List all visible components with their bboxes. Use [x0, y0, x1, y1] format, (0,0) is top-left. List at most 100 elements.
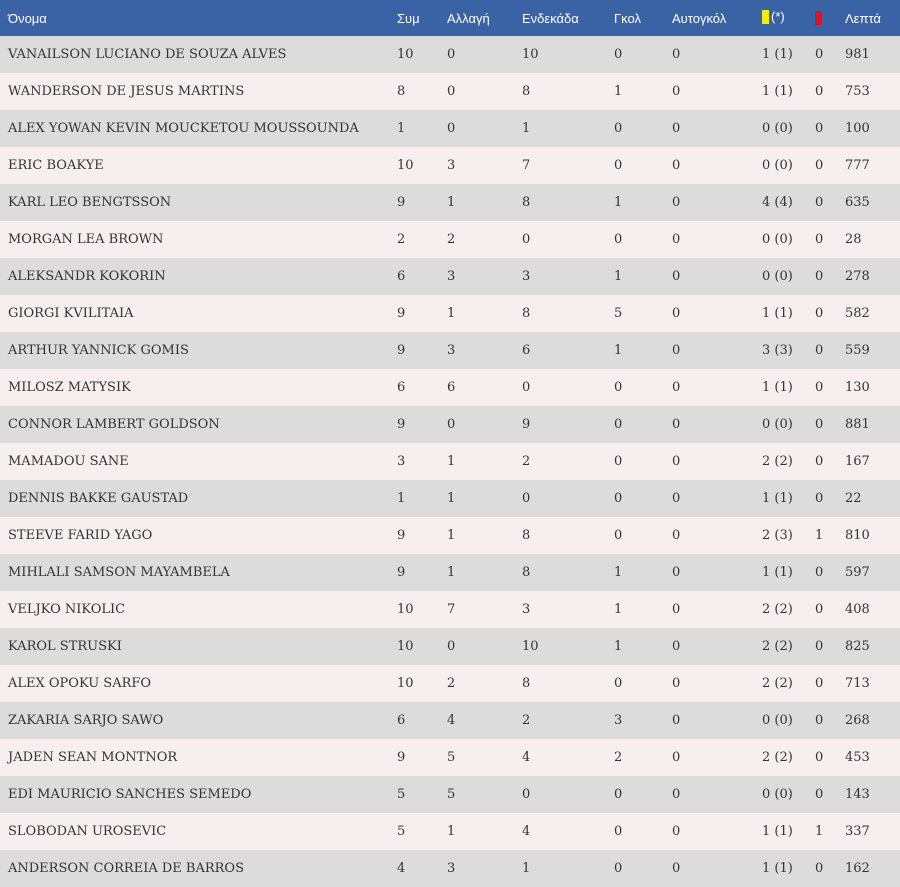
cell-appearances: 10	[389, 147, 439, 184]
cell-player-name: VANAILSON LUCIANO DE SOUZA ALVES	[0, 36, 389, 73]
cell-substitute: 2	[439, 665, 514, 702]
cell-yellow-cards: 2 (3)	[754, 517, 807, 554]
cell-yellow-cards: 0 (0)	[754, 110, 807, 147]
cell-goals: 0	[606, 665, 664, 702]
table-row[interactable]: JADEN SEAN MONTNOR 9 5 4 2 0 2 (2) 0 453	[0, 739, 900, 776]
header-substitute[interactable]: Αλλαγή	[439, 0, 514, 36]
cell-own-goals: 0	[664, 480, 754, 517]
table-row[interactable]: MIHLALI SAMSON MAYAMBELA 9 1 8 1 0 1 (1) 0 597	[0, 554, 900, 591]
table-row[interactable]: KAROL STRUSKI 10 0 10 1 0 2 (2) 0 825	[0, 628, 900, 665]
table-row[interactable]: DENNIS BAKKE GAUSTAD 1 1 0 0 0 1 (1) 0 22	[0, 480, 900, 517]
cell-yellow-cards: 1 (1)	[754, 36, 807, 73]
table-row[interactable]: ARTHUR YANNICK GOMIS 9 3 6 1 0 3 (3) 0 559	[0, 332, 900, 369]
table-row[interactable]: MORGAN LEA BROWN 2 2 0 0 0 0 (0) 0 28	[0, 221, 900, 258]
cell-red-cards: 0	[807, 628, 837, 665]
header-name[interactable]: Όνομα	[0, 0, 389, 36]
table-row[interactable]: EDI MAURICIO SANCHES SEMEDO 5 5 0 0 0 0 (0) 0 14…	[0, 776, 900, 813]
cell-yellow-cards: 0 (0)	[754, 406, 807, 443]
cell-minutes: 777	[837, 147, 900, 184]
cell-own-goals: 0	[664, 147, 754, 184]
cell-appearances: 1	[389, 110, 439, 147]
cell-substitute: 3	[439, 258, 514, 295]
cell-goals: 5	[606, 295, 664, 332]
table-row[interactable]: KARL LEO BENGTSSON 9 1 8 1 0 4 (4) 0 635	[0, 184, 900, 221]
cell-own-goals: 0	[664, 221, 754, 258]
cell-red-cards: 0	[807, 776, 837, 813]
table-row[interactable]: MAMADOU SANE 3 1 2 0 0 2 (2) 0 167	[0, 443, 900, 480]
cell-starting: 10	[514, 628, 606, 665]
table-row[interactable]: ALEX YOWAN KEVIN MOUCKETOU MOUSSOUNDA 1 0 1…	[0, 110, 900, 147]
table-row[interactable]: ALEKSANDR KOKORIN 6 3 3 1 0 0 (0) 0 278	[0, 258, 900, 295]
table-row[interactable]: ALEX OPOKU SARFO 10 2 8 0 0 2 (2) 0 713	[0, 665, 900, 702]
cell-own-goals: 0	[664, 369, 754, 406]
cell-substitute: 0	[439, 110, 514, 147]
table-row[interactable]: ZAKARIA SARJO SAWO 6 4 2 3 0 0 (0) 0 268	[0, 702, 900, 739]
cell-player-name: ALEKSANDR KOKORIN	[0, 258, 389, 295]
cell-player-name: CONNOR LAMBERT GOLDSON	[0, 406, 389, 443]
cell-player-name: KAROL STRUSKI	[0, 628, 389, 665]
cell-goals: 0	[606, 443, 664, 480]
cell-yellow-cards: 1 (1)	[754, 369, 807, 406]
cell-yellow-cards: 3 (3)	[754, 332, 807, 369]
cell-substitute: 3	[439, 850, 514, 887]
cell-appearances: 10	[389, 36, 439, 73]
cell-minutes: 22	[837, 480, 900, 517]
cell-yellow-cards: 0 (0)	[754, 702, 807, 739]
header-appearances[interactable]: Συμ	[389, 0, 439, 36]
cell-minutes: 337	[837, 813, 900, 850]
table-row[interactable]: STEEVE FARID YAGO 9 1 8 0 0 2 (3) 1 810	[0, 517, 900, 554]
cell-red-cards: 0	[807, 332, 837, 369]
cell-starting: 8	[514, 184, 606, 221]
cell-own-goals: 0	[664, 628, 754, 665]
cell-substitute: 2	[439, 221, 514, 258]
cell-own-goals: 0	[664, 36, 754, 73]
table-row[interactable]: ANDERSON CORREIA DE BARROS 4 3 1 0 0 1 (1) 0 162	[0, 850, 900, 887]
cell-player-name: MILOSZ MATYSIK	[0, 369, 389, 406]
cell-substitute: 1	[439, 517, 514, 554]
table-row[interactable]: VELJKO NIKOLIC 10 7 3 1 0 2 (2) 0 408	[0, 591, 900, 628]
cell-own-goals: 0	[664, 813, 754, 850]
header-goals[interactable]: Γκολ	[606, 0, 664, 36]
cell-appearances: 3	[389, 443, 439, 480]
cell-red-cards: 0	[807, 591, 837, 628]
cell-player-name: ERIC BOAKYE	[0, 147, 389, 184]
cell-minutes: 881	[837, 406, 900, 443]
cell-yellow-cards: 0 (0)	[754, 147, 807, 184]
header-yellow-suffix: (*)	[771, 9, 785, 25]
cell-red-cards: 1	[807, 813, 837, 850]
cell-red-cards: 0	[807, 406, 837, 443]
cell-starting: 0	[514, 480, 606, 517]
table-row[interactable]: MILOSZ MATYSIK 6 6 0 0 0 1 (1) 0 130	[0, 369, 900, 406]
cell-minutes: 559	[837, 332, 900, 369]
cell-minutes: 713	[837, 665, 900, 702]
cell-own-goals: 0	[664, 73, 754, 110]
header-starting[interactable]: Ενδεκάδα	[514, 0, 606, 36]
header-yellow-cards[interactable]: (*)	[754, 0, 807, 36]
cell-goals: 1	[606, 591, 664, 628]
cell-starting: 1	[514, 110, 606, 147]
table-row[interactable]: CONNOR LAMBERT GOLDSON 9 0 9 0 0 0 (0) 0 881	[0, 406, 900, 443]
table-row[interactable]: SLOBODAN UROSEVIC 5 1 4 0 0 1 (1) 1 337	[0, 813, 900, 850]
cell-goals: 0	[606, 776, 664, 813]
table-row[interactable]: GIORGI KVILITAIA 9 1 8 5 0 1 (1) 0 582	[0, 295, 900, 332]
cell-minutes: 582	[837, 295, 900, 332]
header-minutes[interactable]: Λεπτά	[837, 0, 900, 36]
cell-starting: 8	[514, 73, 606, 110]
cell-goals: 0	[606, 147, 664, 184]
table-row[interactable]: ERIC BOAKYE 10 3 7 0 0 0 (0) 0 777	[0, 147, 900, 184]
cell-yellow-cards: 2 (2)	[754, 443, 807, 480]
cell-yellow-cards: 0 (0)	[754, 776, 807, 813]
cell-starting: 3	[514, 258, 606, 295]
cell-minutes: 278	[837, 258, 900, 295]
cell-appearances: 8	[389, 73, 439, 110]
cell-player-name: ARTHUR YANNICK GOMIS	[0, 332, 389, 369]
cell-player-name: WANDERSON DE JESUS MARTINS	[0, 73, 389, 110]
cell-goals: 3	[606, 702, 664, 739]
cell-minutes: 100	[837, 110, 900, 147]
cell-goals: 0	[606, 850, 664, 887]
table-row[interactable]: WANDERSON DE JESUS MARTINS 8 0 8 1 0 1 (1) 0 753	[0, 73, 900, 110]
table-row[interactable]: VANAILSON LUCIANO DE SOUZA ALVES 10 0 10 0 0 1…	[0, 36, 900, 73]
cell-own-goals: 0	[664, 591, 754, 628]
header-own-goals[interactable]: Αυτογκόλ	[664, 0, 754, 36]
header-red-cards[interactable]	[807, 0, 837, 36]
